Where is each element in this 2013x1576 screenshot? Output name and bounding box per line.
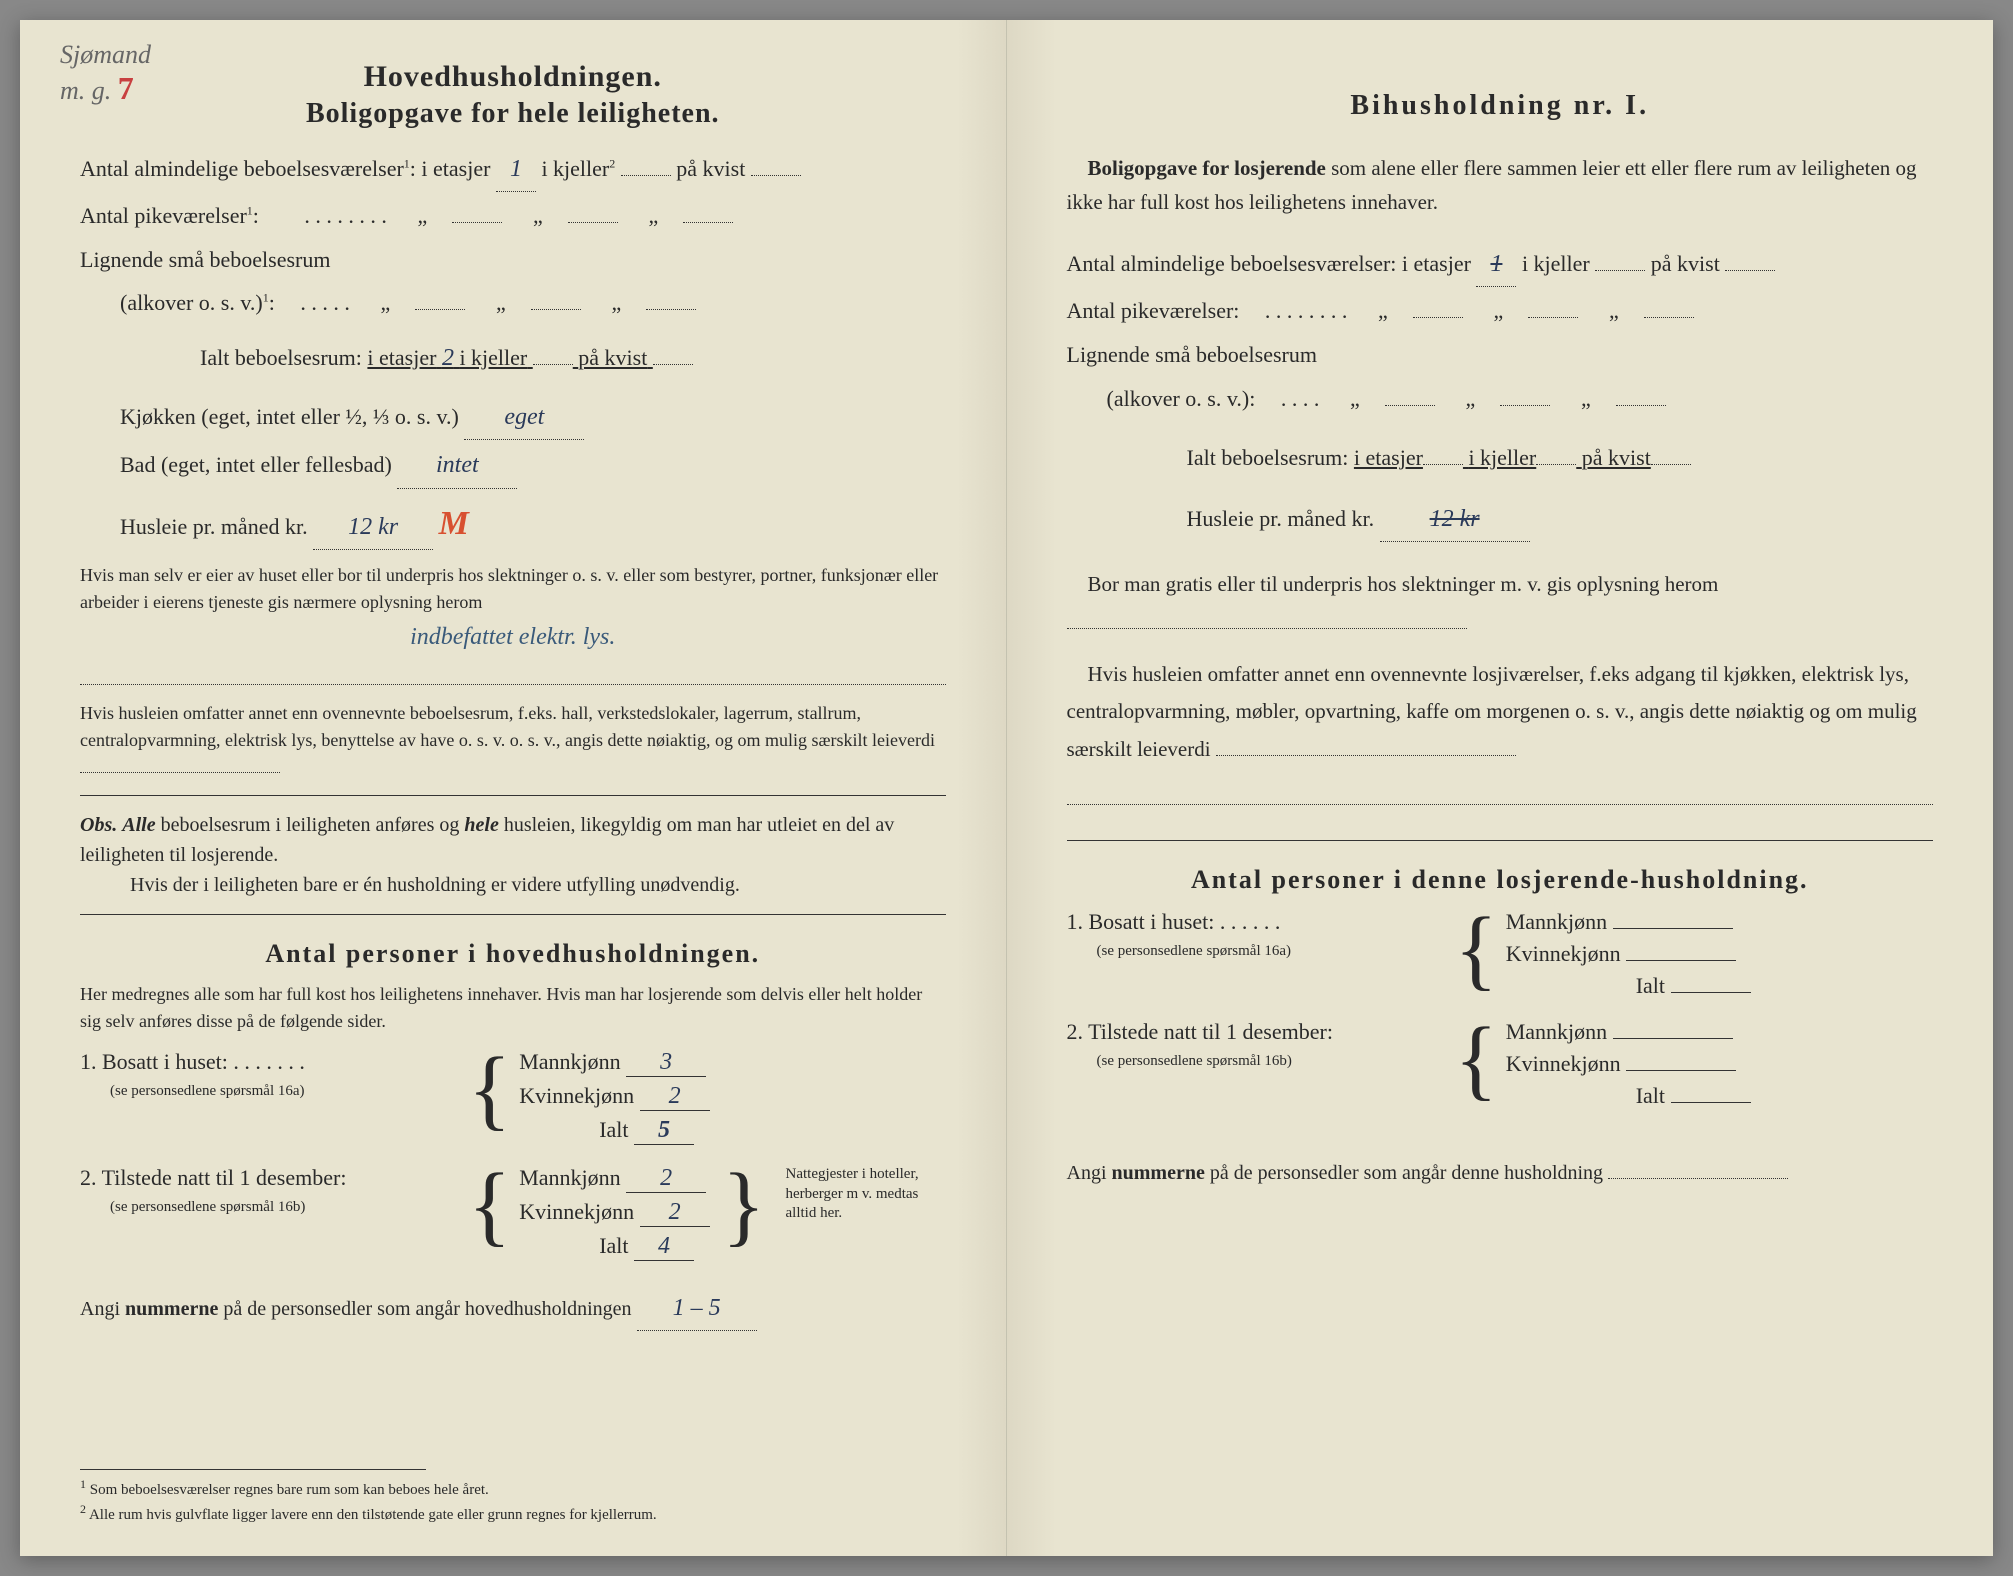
husleie-mark: M [439, 505, 469, 542]
owner-note-hand: indbefattet elektr. lys. [80, 616, 946, 659]
margin-annotation: Sjømand m. g. 7 [60, 40, 151, 107]
r-section2-title: Antal personer i denne losjerende-hushol… [1067, 865, 1934, 895]
q2-ialt-val: 4 [634, 1233, 694, 1261]
obs-block: Obs. Alle beboelsesrum i leiligheten anf… [80, 810, 946, 900]
bad-line: Bad (eget, intet eller fellesbad) intet [80, 444, 946, 488]
r-husleie-val: 12 kr [1380, 498, 1530, 542]
r-note1: Bor man gratis eller til underpris hos s… [1067, 566, 1934, 642]
section2-note: Her medregnes alle som har full kost hos… [80, 981, 946, 1035]
r-rooms-3b: (alkover o. s. v.): . . . . „ „ „ [1067, 379, 1934, 419]
left-title-2: Boligopgave for hele leiligheten. [80, 98, 946, 130]
owner-note: Hvis man selv er eier av huset eller bor… [80, 562, 946, 616]
bottom-line: Angi nummerne på de personsedler som ang… [80, 1287, 946, 1331]
husleie-note: Hvis husleien omfatter annet enn ovennev… [80, 700, 946, 781]
rooms-line-3: Lignende små beboelsesrum [80, 240, 946, 280]
r-q2-row: 2. Tilstede natt til 1 desember: (se per… [1067, 1019, 1934, 1115]
q1-row: 1. Bosatt i huset: . . . . . . . (se per… [80, 1049, 946, 1151]
footnotes: 1 Som beboelsesværelser regnes bare rum … [80, 1463, 946, 1526]
r-husleie-line: Husleie pr. måned kr. 12 kr [1067, 498, 1934, 542]
left-title-1: Hovedhusholdningen. [80, 60, 946, 94]
margin-note: Sjømand [60, 40, 151, 69]
r-bottom-line: Angi nummerne på de personsedler som ang… [1067, 1155, 1934, 1191]
brace-icon: { [468, 1165, 511, 1246]
brace-icon: { [1455, 1019, 1498, 1100]
husleie-line: Husleie pr. måned kr. 12 kr M [80, 493, 946, 554]
r-rooms-1: Antal almindelige beboelsesværelser: i e… [1067, 243, 1934, 287]
ialt-etasjer-val: 2 [442, 345, 454, 371]
r-rooms-2: Antal pikeværelser: . . . . . . . . „ „ … [1067, 291, 1934, 331]
bottom-val: 1 – 5 [637, 1287, 757, 1331]
intro: Boligopgave for losjerende som alene ell… [1067, 152, 1934, 219]
kjokken-val: eget [464, 396, 584, 440]
section2-title: Antal personer i hovedhusholdningen. [80, 939, 946, 969]
margin-number: 7 [118, 70, 134, 106]
q1-ialt-val: 5 [634, 1117, 694, 1145]
form-spread: Sjømand m. g. 7 Hovedhusholdningen. Boli… [20, 20, 1993, 1556]
ialt-line: Ialt beboelsesrum: i etasjer 2 i kjeller… [80, 337, 946, 380]
r-note2: Hvis husleien omfatter annet enn ovennev… [1067, 656, 1934, 769]
q2-row: 2. Tilstede natt til 1 desember: (se per… [80, 1165, 946, 1267]
r-etasjer-val: 1 [1476, 243, 1516, 287]
husleie-val: 12 kr [313, 506, 433, 550]
brace-icon: { [722, 1165, 765, 1246]
brace-icon: { [468, 1049, 511, 1130]
rooms-line-3b: (alkover o. s. v.)1: . . . . . „ „ „ [80, 283, 946, 323]
right-title: Bihusholdning nr. I. [1067, 90, 1934, 122]
brace-icon: { [1455, 909, 1498, 990]
divider-2 [80, 914, 946, 915]
rooms-line-2: Antal pikeværelser1: . . . . . . . . „ „… [80, 196, 946, 236]
r-q1-row: 1. Bosatt i huset: . . . . . . (se perso… [1067, 909, 1934, 1005]
divider [80, 795, 946, 796]
q2-mann-val: 2 [626, 1165, 706, 1193]
rooms-line-1: Antal almindelige beboelsesværelser1: i … [80, 148, 946, 192]
left-page: Sjømand m. g. 7 Hovedhusholdningen. Boli… [20, 20, 1007, 1556]
q1-mann-val: 3 [626, 1049, 706, 1077]
q2-kvinne-val: 2 [640, 1199, 710, 1227]
r-rooms-3: Lignende små beboelsesrum [1067, 335, 1934, 375]
kjokken-line: Kjøkken (eget, intet eller ½, ⅓ o. s. v.… [80, 396, 946, 440]
q1-kvinne-val: 2 [640, 1083, 710, 1111]
bad-val: intet [397, 444, 517, 488]
r-divider [1067, 840, 1934, 841]
margin-note2: m. g. [60, 76, 111, 105]
etasjer-value: 1 [496, 148, 536, 192]
q2-sidenote: Nattegjester i hoteller, herberger m v. … [786, 1165, 946, 1224]
right-page: Bihusholdning nr. I. Boligopgave for los… [1007, 20, 1994, 1556]
r-ialt-line: Ialt beboelsesrum: i etasjer i kjeller p… [1067, 438, 1934, 478]
